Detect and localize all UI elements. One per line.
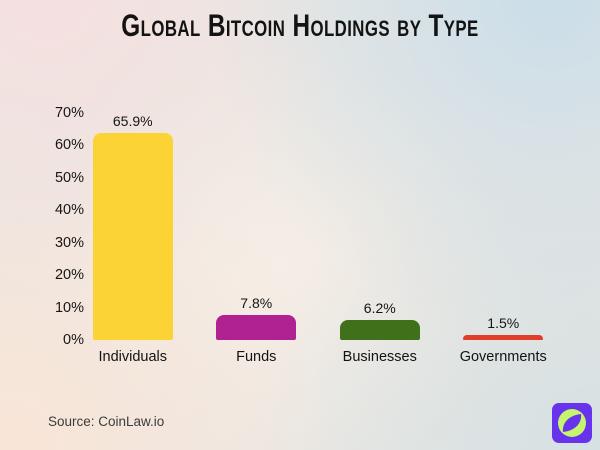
bar-group-funds: 7.8% Funds [195,113,319,365]
bar-chart: 0% 10% 20% 30% 40% 50% 60% 70% 65.9% Individuals… [0,105,600,365]
x-axis-category-label: Businesses [342,349,417,365]
x-axis-category-label: Governments [459,349,547,365]
y-axis-tick-label: 40% [54,202,84,219]
bars-area: 65.9% Individuals 7.8% Funds 6.2% Businesses 1… [71,113,566,365]
bar-value-label: 7.8% [240,294,273,311]
y-axis-tick-label: 10% [54,299,84,316]
coinlaw-logo-icon [558,409,586,437]
y-axis-tick-label: 0% [63,332,84,348]
y-axis-tick-label: 30% [54,234,84,251]
bar-businesses [339,319,420,340]
y-axis-tick-label: 70% [54,105,84,121]
chart-title: Global Bitcoin Holdings by Type [121,8,479,44]
bar-value-label: 6.2% [363,299,396,316]
bar-individuals [92,133,173,340]
coinlaw-logo [552,403,592,443]
bar-funds [216,314,297,340]
y-axis: 0% 10% 20% 30% 40% 50% 60% 70% [0,105,84,348]
bar-group-individuals: 65.9% Individuals [71,113,195,365]
bar-governments [463,335,544,340]
y-axis-tick-label: 60% [54,137,84,154]
bar-value-label: 1.5% [487,315,520,332]
bar-group-governments: 1.5% Governments [442,113,566,365]
x-axis-category-label: Funds [236,349,277,365]
source-credit: Source: CoinLaw.io [48,414,165,429]
y-axis-tick-label: 50% [54,169,84,186]
x-axis-category-label: Individuals [98,349,167,365]
y-axis-tick-label: 20% [54,267,84,284]
bar-group-businesses: 6.2% Businesses [318,113,442,365]
bar-value-label: 65.9% [112,113,153,129]
